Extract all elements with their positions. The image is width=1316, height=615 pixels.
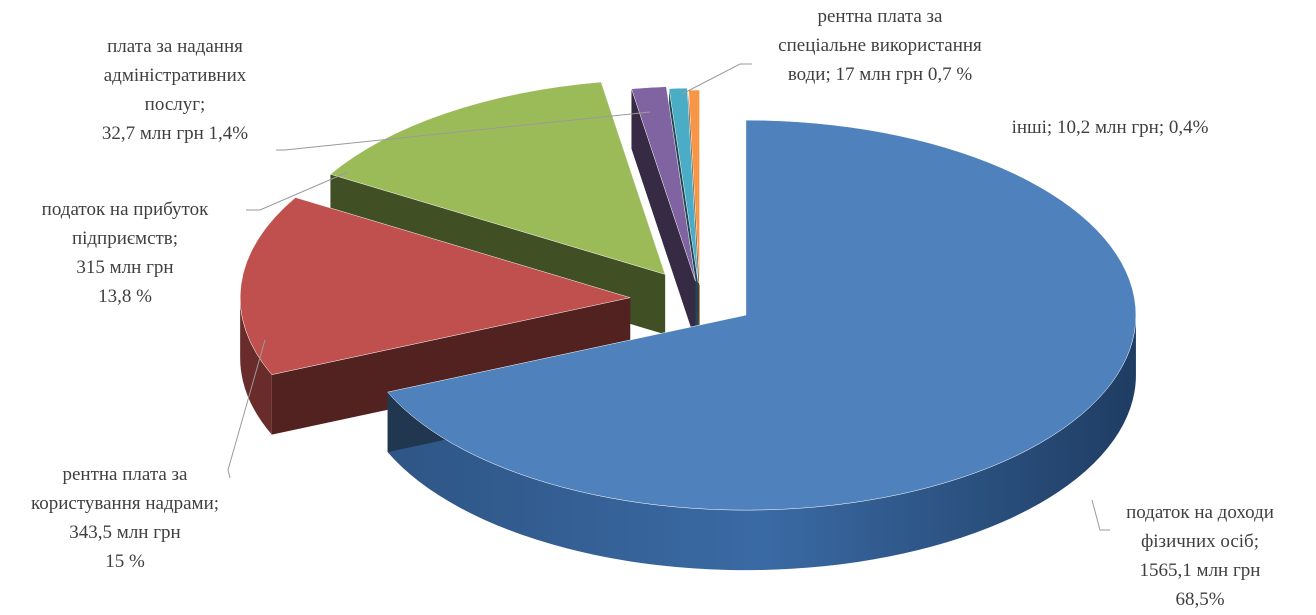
leader-line-5 xyxy=(681,63,752,95)
leader-line-4 xyxy=(276,111,651,151)
leader-line-1 xyxy=(1091,499,1110,531)
data-label-line: підприємств; xyxy=(72,228,178,249)
data-label-5: рентна плата за спеціальне використання во… xyxy=(778,6,982,85)
slice-cut-face-2-1 xyxy=(271,297,631,435)
data-label-line: 315 млн грн xyxy=(76,257,173,278)
data-label-6: інші; 10,2 млн грн; 0,4% xyxy=(1012,117,1209,138)
data-label-line: 13,8 % xyxy=(98,286,152,307)
data-label-line: податок на доходи xyxy=(1126,502,1274,523)
pie-slices xyxy=(239,81,1137,571)
data-label-line: користування надрами; xyxy=(31,493,219,514)
data-label-line: рентна плата за xyxy=(62,464,188,485)
pie-slice-1 xyxy=(387,119,1137,571)
leader-line-3 xyxy=(246,171,349,211)
data-label-line: інші; 10,2 млн грн; 0,4% xyxy=(1012,117,1209,138)
data-label-line: 15 % xyxy=(105,551,145,572)
data-label-line: 68,5% xyxy=(1175,589,1224,610)
pie-slice-2 xyxy=(239,197,631,435)
data-label-line: податок на прибуток xyxy=(42,199,209,220)
data-label-line: рентна плата за xyxy=(817,6,943,27)
slice-top-5 xyxy=(668,87,699,284)
data-label-line: води; 17 млн грн 0,7 % xyxy=(788,64,973,85)
slice-cut-face-4-1 xyxy=(631,88,696,342)
slice-side-2 xyxy=(240,297,272,435)
leader-lines xyxy=(227,63,1110,531)
slice-side-1 xyxy=(387,315,1136,571)
data-labels: податок на доходи фізичних осіб; 1565,1 мл… xyxy=(31,6,1274,610)
slice-top-3 xyxy=(329,81,666,275)
data-label-4: плата за надання адміністративних послуг; 3… xyxy=(102,36,248,144)
data-label-line: спеціальне використання xyxy=(778,35,982,56)
pie-slice-4 xyxy=(631,86,696,342)
data-label-1: податок на доходи фізичних осіб; 1565,1 мл… xyxy=(1126,502,1274,610)
slice-top-1 xyxy=(387,119,1137,511)
leader-line-2 xyxy=(227,339,266,479)
data-label-line: фізичних осіб; xyxy=(1141,531,1259,552)
data-label-2: рентна плата за користування надрами; 343,… xyxy=(31,464,219,572)
slice-top-2 xyxy=(239,197,631,375)
data-label-3: податок на прибуток підприємств; 315 млн г… xyxy=(42,199,209,307)
data-label-line: адміністративних xyxy=(104,65,247,86)
data-label-line: 1565,1 млн грн xyxy=(1140,560,1261,581)
data-label-line: 32,7 млн грн 1,4% xyxy=(102,123,248,144)
data-label-line: плата за надання xyxy=(107,36,243,57)
data-label-line: послуг; xyxy=(145,94,206,115)
slice-top-4 xyxy=(631,86,696,282)
data-label-line: 343,5 млн грн xyxy=(69,522,180,543)
